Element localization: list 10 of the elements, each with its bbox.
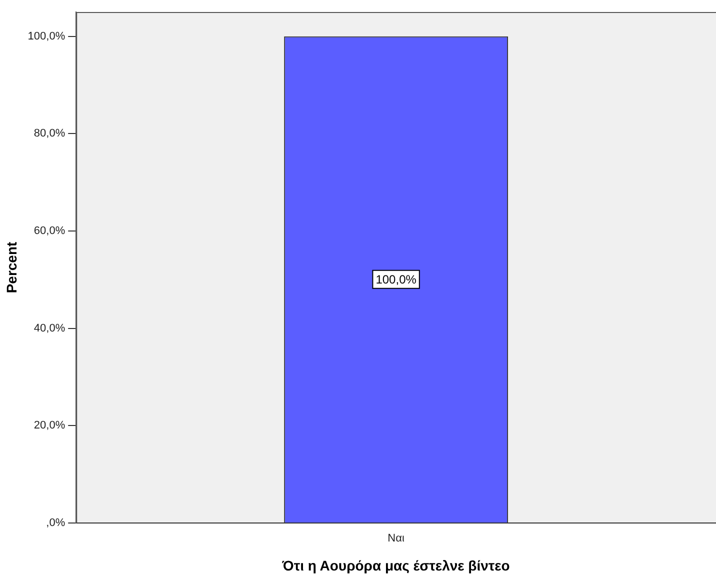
y-tick-label: 60,0% xyxy=(34,225,66,238)
y-tick-label: 40,0% xyxy=(34,322,66,334)
data-label: 100,0% xyxy=(376,272,417,287)
y-tick-label: 80,0% xyxy=(34,128,66,140)
y-tick-label: 100,0% xyxy=(28,30,66,42)
y-tick-label: 20,0% xyxy=(34,420,66,432)
y-axis-title: Percent xyxy=(3,241,20,294)
y-tick-label: ,0% xyxy=(46,517,66,530)
x-axis-title: Ότι η Αουρόρα μας έστελνε βίντεο xyxy=(281,557,510,574)
x-tick-label: Ναι xyxy=(388,532,405,545)
